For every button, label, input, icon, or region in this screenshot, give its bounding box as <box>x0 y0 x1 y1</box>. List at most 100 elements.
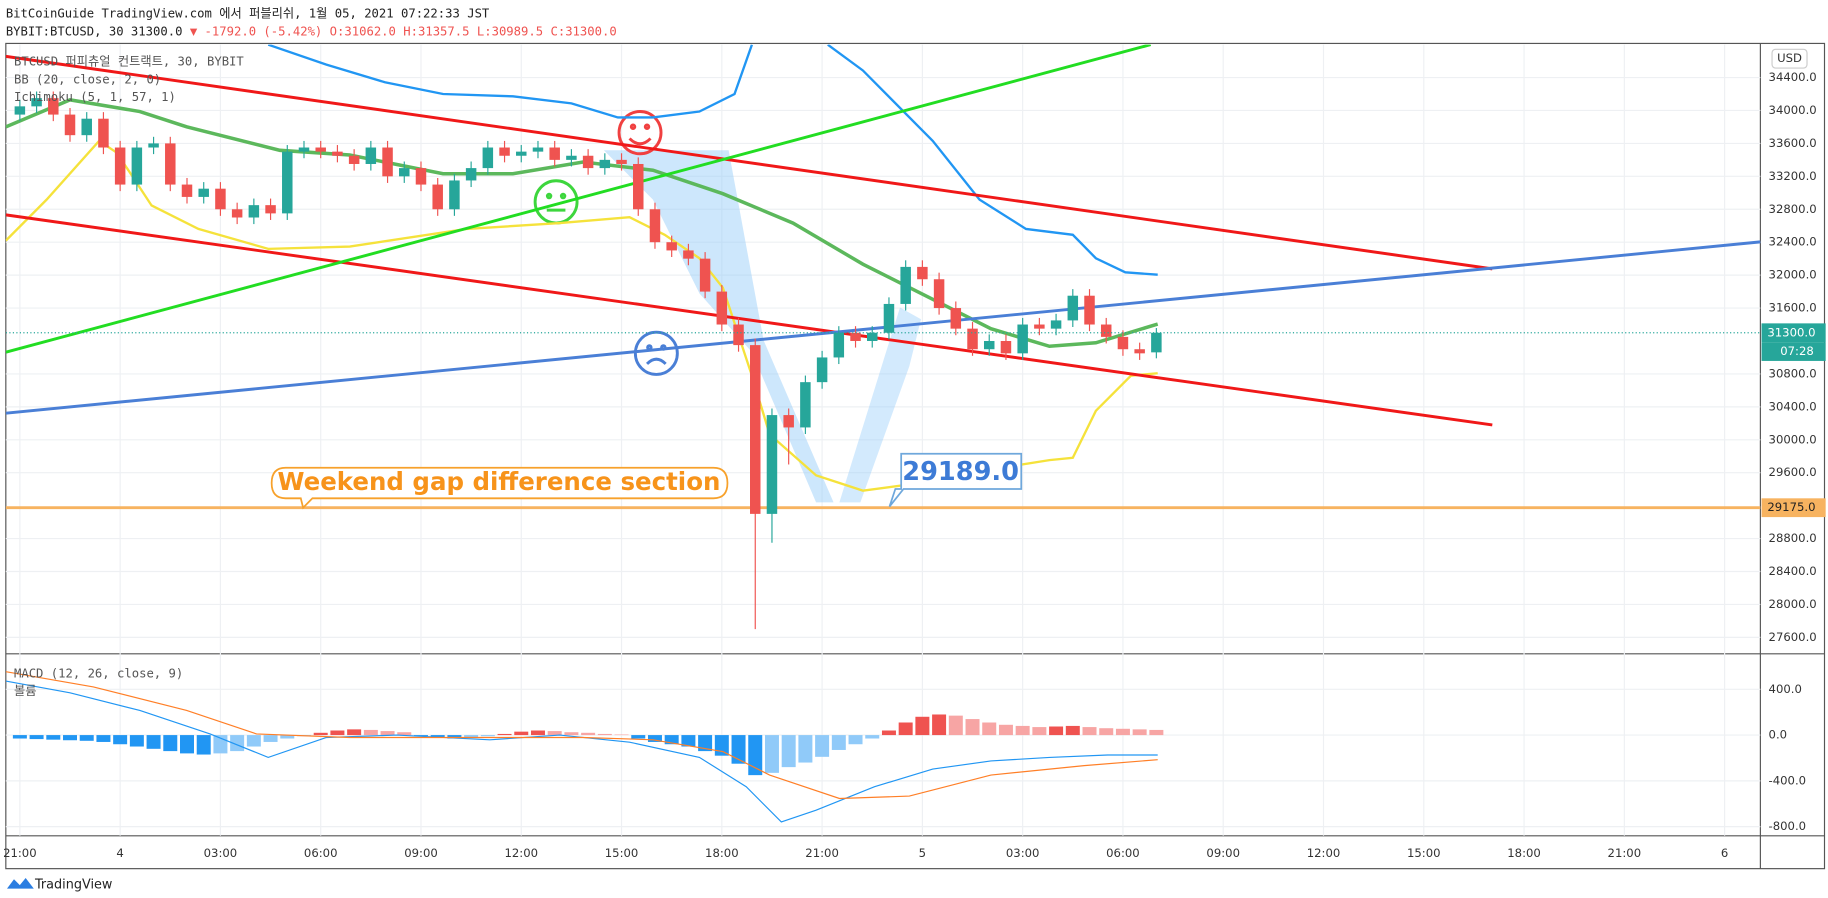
macd-bar <box>530 730 545 736</box>
candle-body <box>165 143 176 185</box>
y-tick-label: 28800.0 <box>1769 531 1817 545</box>
macd-bar <box>363 729 378 736</box>
candle-body <box>599 159 611 169</box>
y-tick-label: 28400.0 <box>1769 564 1817 578</box>
candle-body <box>415 168 427 185</box>
candle-body <box>666 242 677 251</box>
x-tick-label: 03:00 <box>1006 846 1040 860</box>
candle-body <box>114 147 126 185</box>
frame <box>5 42 1826 870</box>
candle-body <box>48 98 59 115</box>
macd-bar <box>430 735 445 738</box>
macd-bar <box>731 735 746 764</box>
candle-body <box>566 155 577 160</box>
candle-body <box>983 340 995 350</box>
legend-ichimoku: Ichimoku (5, 1, 57, 1) <box>14 90 176 104</box>
candle-body <box>683 250 694 259</box>
macd-bar <box>464 735 479 738</box>
candle-body <box>231 209 243 218</box>
macd-bar <box>397 732 412 736</box>
candle-body <box>1000 340 1012 354</box>
macd-bar <box>1032 727 1047 736</box>
macd-bar <box>815 735 830 757</box>
candle-body <box>348 155 360 164</box>
y-tick-label: 34400.0 <box>1769 70 1817 84</box>
macd-bar <box>79 735 94 741</box>
candle-body <box>499 147 510 156</box>
candle-body <box>215 188 226 210</box>
candle-body <box>1017 324 1028 354</box>
candle-body <box>248 205 260 218</box>
x-tick-label: 15:00 <box>1407 846 1441 860</box>
candle-body <box>282 151 293 214</box>
macd-bar <box>29 735 44 740</box>
candle-body <box>198 188 209 197</box>
price-callout-label: 29189.0 <box>902 457 1019 487</box>
macd-bar <box>664 735 679 745</box>
legend-volume: 볼륨 <box>14 684 37 698</box>
macd-bar <box>564 732 579 736</box>
macd-bar <box>1082 727 1097 736</box>
macd-bar <box>831 735 846 750</box>
candle-body <box>298 147 310 152</box>
candle-body <box>866 332 878 341</box>
candle-body <box>716 291 728 325</box>
macd-bar <box>932 714 947 736</box>
candle-body <box>699 258 711 292</box>
y-tick-label: 0.0 <box>1769 728 1788 742</box>
candle-body <box>365 147 377 164</box>
symbol-line: BYBIT:BTCUSD, 30 31300.0 ▼ -1792.0 (-5.4… <box>6 24 617 38</box>
candle-body <box>766 415 778 514</box>
y-tick-label: 34000.0 <box>1769 103 1817 117</box>
indicator-line <box>5 671 1158 800</box>
candle-body <box>582 155 594 169</box>
x-tick-label: 03:00 <box>204 846 238 860</box>
x-tick-label: 09:00 <box>1206 846 1240 860</box>
candle-body <box>131 147 143 185</box>
macd-bar <box>998 724 1013 736</box>
macd-bar <box>982 722 997 736</box>
currency[interactable]: USD <box>1777 51 1802 65</box>
publish-line: BitCoinGuide TradingView.com 에서 퍼블리쉬, 1월… <box>6 7 490 21</box>
ohlc: C:31300.0 <box>550 24 616 38</box>
candle-body <box>1067 295 1079 321</box>
macd-bar <box>965 719 980 736</box>
drawings-decor <box>533 110 921 503</box>
candle-body <box>315 147 326 152</box>
macd-bar <box>113 735 128 745</box>
x-tick-label: 18:00 <box>1507 846 1541 860</box>
macd-bar <box>1065 725 1080 736</box>
candle-body <box>1084 295 1095 325</box>
candle-body <box>148 143 159 148</box>
x-tick-label: 18:00 <box>705 846 739 860</box>
trend-line <box>5 54 1493 271</box>
macd-bar <box>781 735 796 768</box>
candle-body <box>1134 349 1145 354</box>
macd-bar <box>948 715 963 736</box>
brand-logo <box>6 878 34 889</box>
candle-body <box>532 147 544 152</box>
currency-box[interactable] <box>1771 48 1808 69</box>
x-tick-label: 06:00 <box>1106 846 1140 860</box>
arrow-shape <box>839 307 921 503</box>
macd-bar <box>46 735 61 740</box>
candle-body <box>1117 336 1129 350</box>
y-tick-label: -400.0 <box>1769 773 1807 787</box>
macd-bar <box>63 735 78 741</box>
macd-bar <box>681 735 696 747</box>
candle-body <box>833 332 845 358</box>
macd-bar <box>848 735 863 745</box>
macd-bar <box>480 735 495 737</box>
legend-symbol: BTCUSD 퍼피츄얼 컨트랙트, 30, BYBIT <box>14 55 244 69</box>
candle-body <box>14 106 26 115</box>
y-tick-label: 29600.0 <box>1769 465 1817 479</box>
trend-line <box>5 213 1493 427</box>
macd-bar <box>163 735 178 752</box>
candle-body <box>633 163 644 210</box>
y-tick-label: 32400.0 <box>1769 235 1817 249</box>
macd-bar <box>413 735 428 737</box>
macd-bar <box>146 735 161 749</box>
macd-bar <box>263 735 278 742</box>
candle-body <box>332 151 343 156</box>
